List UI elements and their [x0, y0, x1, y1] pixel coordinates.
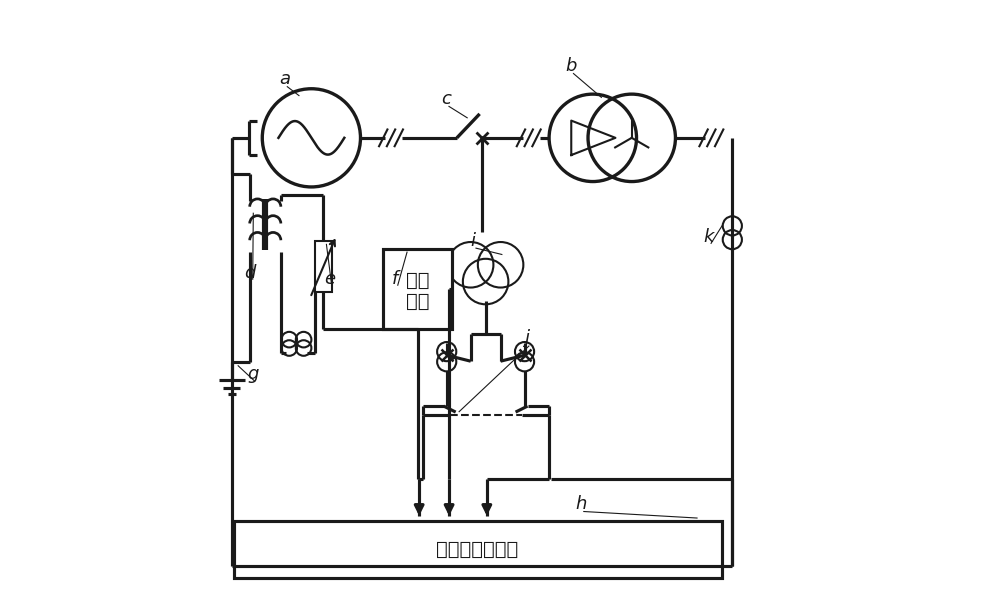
- Text: j: j: [524, 329, 529, 348]
- Bar: [383, 249, 452, 329]
- Text: c: c: [441, 90, 451, 108]
- Text: 电源: 电源: [406, 291, 429, 310]
- Text: g: g: [247, 365, 258, 383]
- Text: i: i: [471, 232, 476, 250]
- Text: f: f: [392, 269, 398, 288]
- Bar: [234, 521, 722, 578]
- Text: 发电机保护装置: 发电机保护装置: [436, 540, 519, 559]
- Text: h: h: [575, 496, 587, 513]
- Text: b: b: [565, 57, 576, 75]
- Text: 低频: 低频: [406, 271, 429, 290]
- Text: k: k: [703, 228, 714, 246]
- Text: a: a: [279, 70, 290, 88]
- Bar: [315, 241, 332, 292]
- Text: d: d: [245, 263, 256, 282]
- Text: e: e: [324, 269, 335, 288]
